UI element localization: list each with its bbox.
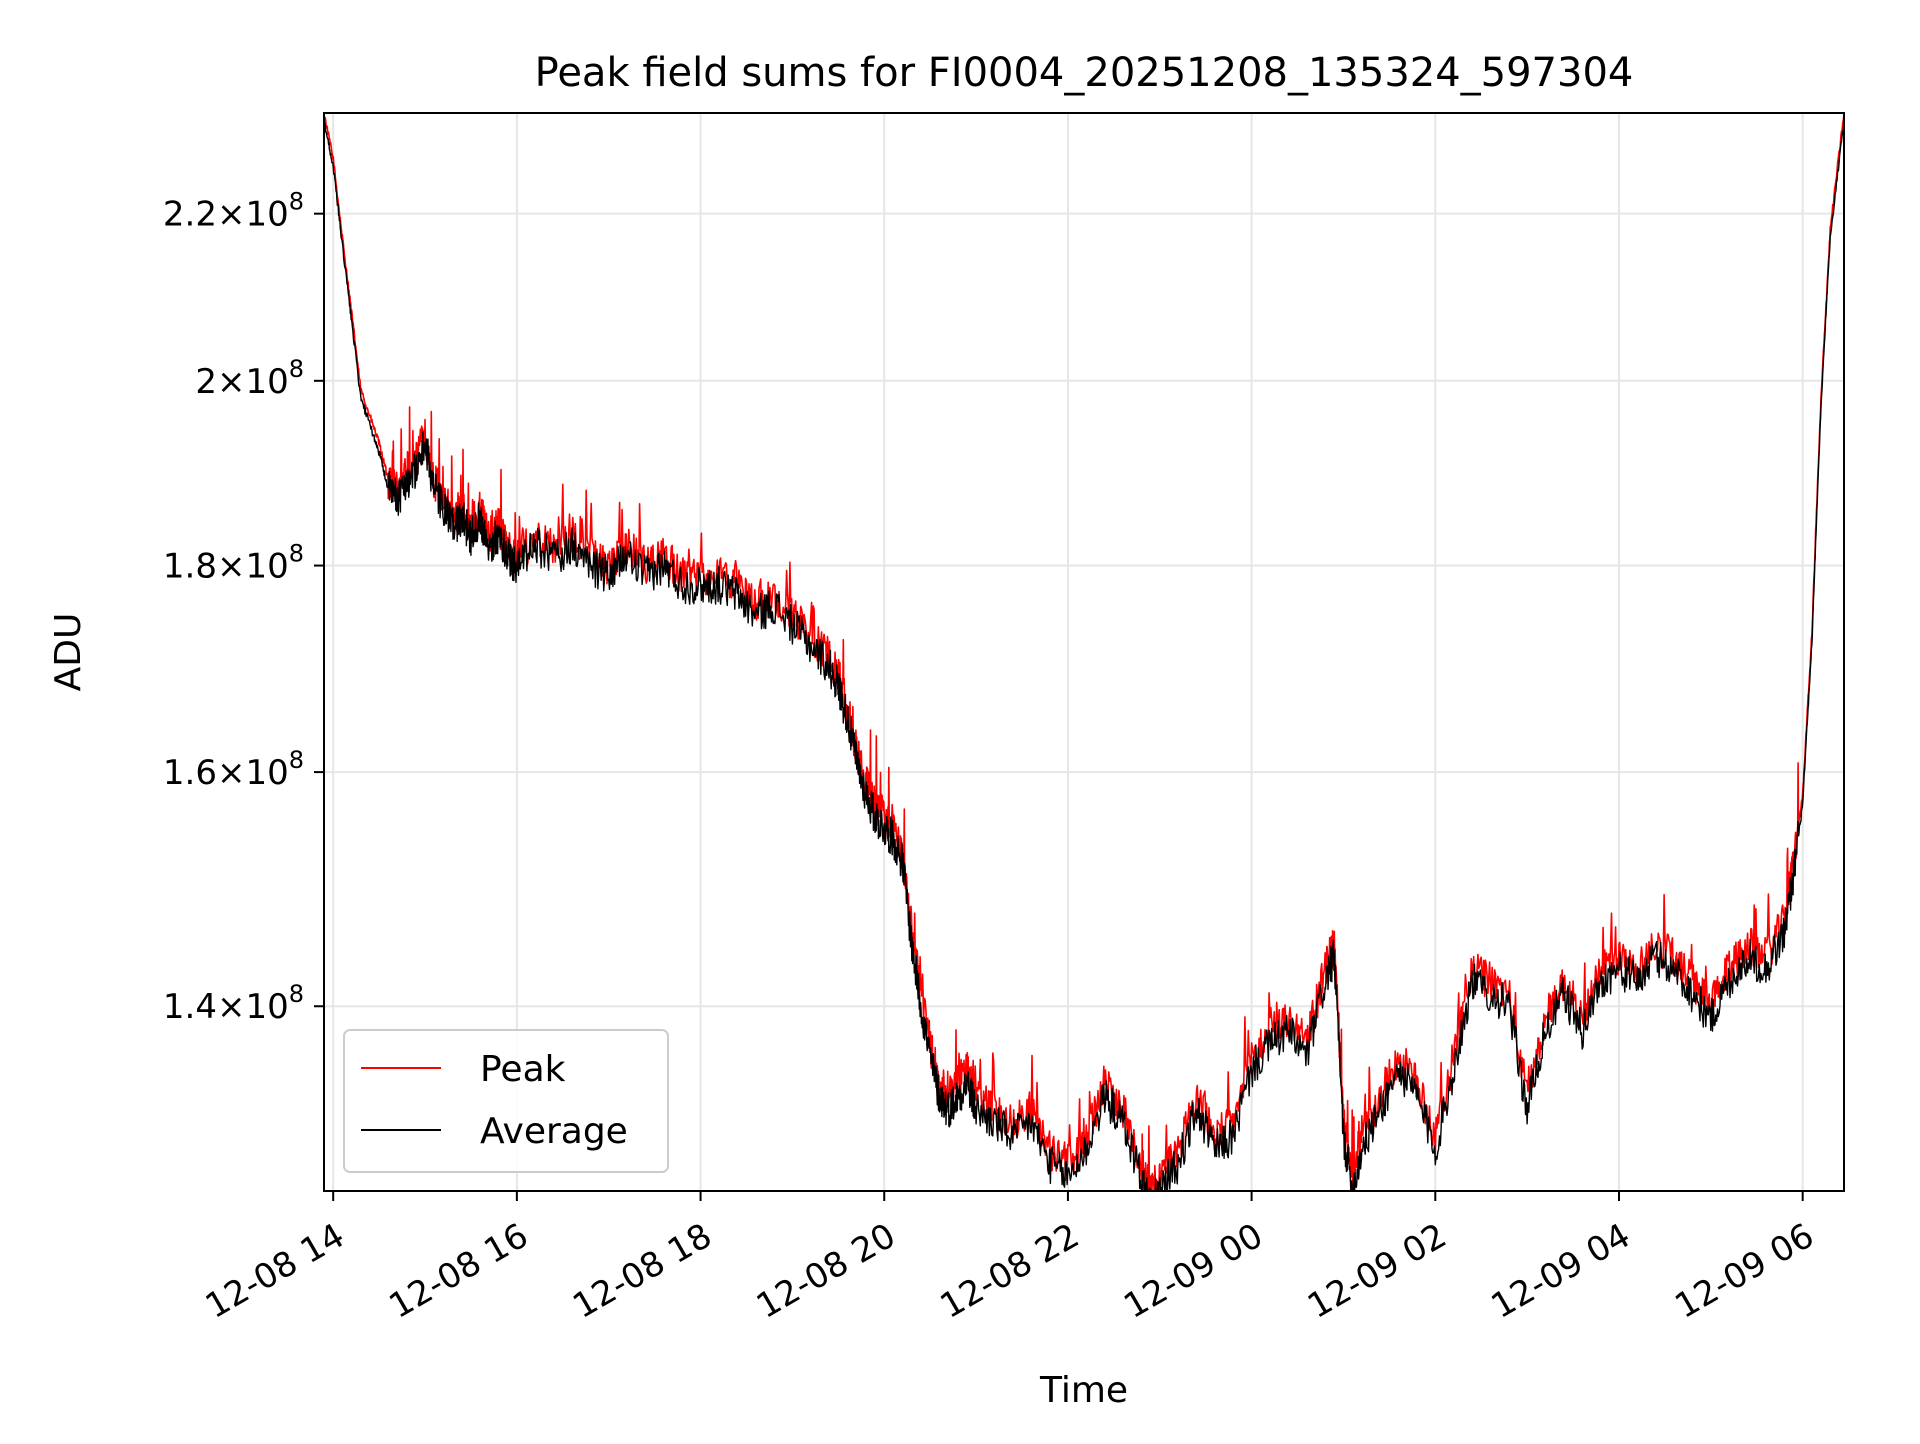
legend-box: [343, 1029, 669, 1173]
series-layer: [324, 113, 1844, 1191]
x-tick-label-2: 12-08 18: [566, 1216, 718, 1327]
x-tick-label-6: 12-09 02: [1301, 1216, 1453, 1327]
y-tick-label-1: 1.6×108: [163, 746, 304, 793]
legend: Peak Average: [343, 1029, 669, 1173]
y-tick-label-0: 1.4×108: [163, 980, 304, 1027]
x-tick-label-4: 12-08 22: [934, 1216, 1086, 1327]
legend-label-average: Average: [480, 1111, 628, 1152]
x-tick-label-1: 12-08 16: [383, 1216, 535, 1327]
y-tick-label-4: 2.2×108: [163, 188, 304, 235]
x-axis-label: Time: [1039, 1370, 1128, 1411]
y-tick-label-3: 2×108: [195, 355, 304, 402]
series-line-average: [324, 119, 1844, 1191]
x-tick-label-3: 12-08 20: [750, 1216, 902, 1327]
x-tick-label-7: 12-09 04: [1485, 1216, 1637, 1327]
legend-label-peak: Peak: [480, 1049, 566, 1090]
plot-frame: [323, 112, 1845, 1192]
y-tick-label-2: 1.8×108: [163, 540, 304, 587]
x-tick-label-5: 12-09 00: [1117, 1216, 1269, 1327]
y-axis-label: ADU: [48, 613, 89, 692]
x-tick-label-0: 12-08 14: [199, 1216, 351, 1327]
y-ticks: 1.4×108 1.6×108 1.8×108 2×108 2.2×108: [163, 188, 324, 1027]
chart-title: Peak field sums for FI0004_20251208_1353…: [535, 50, 1634, 96]
x-tick-label-8: 12-09 06: [1668, 1216, 1820, 1327]
x-ticks: 12-08 14 12-08 16 12-08 18 12-08 20 12-08 22…: [199, 1191, 1821, 1327]
